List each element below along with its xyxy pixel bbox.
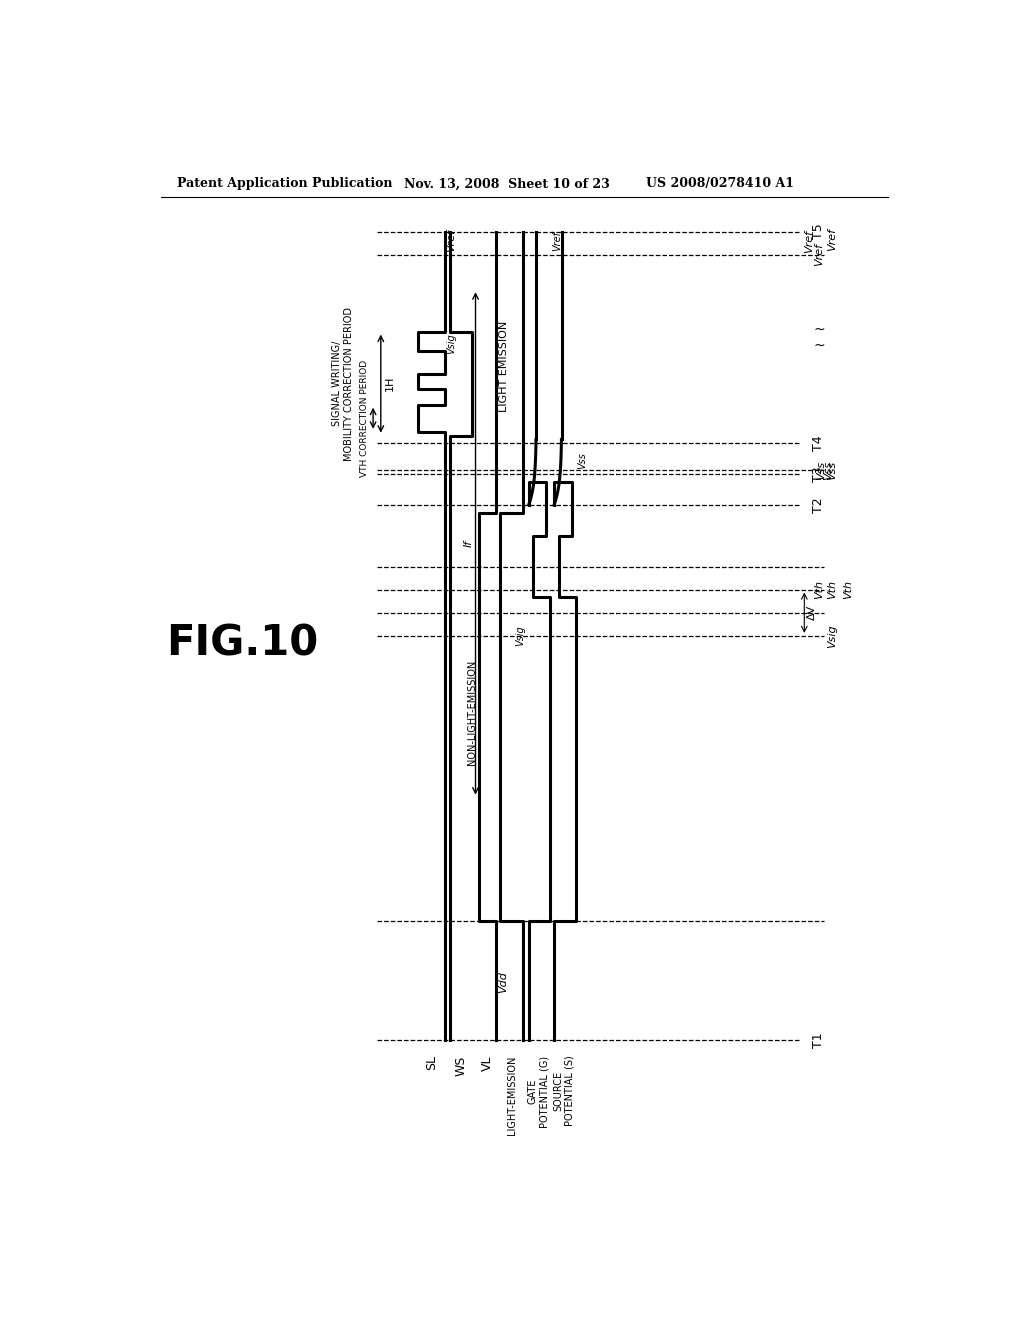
Text: T3: T3 (812, 466, 825, 482)
Text: Vth: Vth (827, 579, 838, 599)
Text: NON-LIGHT-EMISSION: NON-LIGHT-EMISSION (467, 660, 477, 766)
Text: VTH CORRECTION PERIOD: VTH CORRECTION PERIOD (360, 360, 370, 477)
Text: Vref: Vref (827, 228, 838, 251)
Text: Vth: Vth (814, 579, 824, 599)
Text: T2: T2 (812, 498, 825, 512)
Text: T1: T1 (812, 1032, 825, 1048)
Text: ΔV: ΔV (807, 605, 816, 620)
Text: Nov. 13, 2008  Sheet 10 of 23: Nov. 13, 2008 Sheet 10 of 23 (403, 177, 609, 190)
Text: T4: T4 (812, 436, 825, 451)
Text: Vdd: Vdd (499, 972, 509, 993)
Text: Vsig: Vsig (446, 333, 457, 354)
Text: Vss: Vss (827, 461, 838, 479)
Text: Vth: Vth (843, 579, 853, 599)
Text: Vref: Vref (446, 230, 457, 252)
Text: LIGHT EMISSION: LIGHT EMISSION (499, 321, 509, 412)
Text: Vref: Vref (804, 230, 814, 253)
Text: T5: T5 (812, 223, 825, 239)
Text: Vss: Vss (578, 451, 587, 469)
Text: VL: VL (481, 1056, 495, 1071)
Text: Patent Application Publication: Patent Application Publication (177, 177, 392, 190)
Text: SL: SL (425, 1056, 437, 1071)
Text: Vref: Vref (814, 243, 824, 267)
Text: ~
~: ~ ~ (813, 322, 825, 352)
Text: SIGNAL WRITING/
MOBILITY CORRECTION PERIOD: SIGNAL WRITING/ MOBILITY CORRECTION PERI… (332, 306, 354, 461)
Text: Vss: Vss (816, 461, 826, 479)
Text: Vss: Vss (823, 461, 834, 479)
Text: Vsig: Vsig (827, 624, 838, 648)
Text: If: If (463, 540, 473, 546)
Text: FIG.10: FIG.10 (166, 623, 318, 664)
Text: Vref: Vref (552, 231, 562, 251)
Text: GATE
POTENTIAL (G): GATE POTENTIAL (G) (527, 1056, 550, 1127)
Text: Vsig: Vsig (515, 626, 524, 647)
Text: SOURCE
POTENTIAL (S): SOURCE POTENTIAL (S) (553, 1056, 574, 1126)
Text: 1H: 1H (385, 376, 394, 391)
Text: US 2008/0278410 A1: US 2008/0278410 A1 (646, 177, 795, 190)
Text: WS: WS (455, 1056, 467, 1076)
Text: LIGHT-EMISSION: LIGHT-EMISSION (507, 1056, 517, 1135)
